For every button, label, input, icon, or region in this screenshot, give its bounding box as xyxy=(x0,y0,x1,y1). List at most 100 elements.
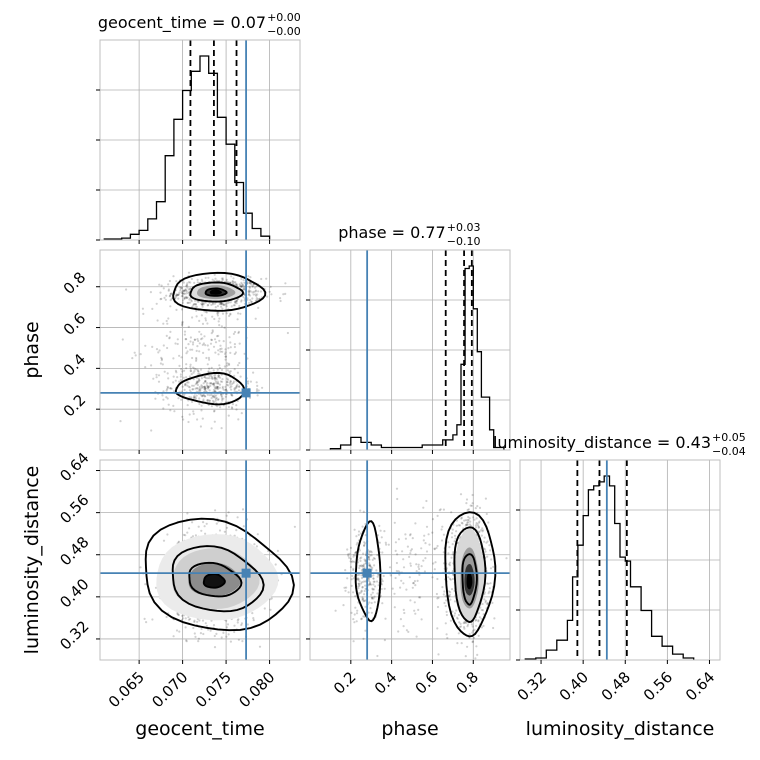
sample-point xyxy=(247,290,250,293)
sample-point xyxy=(169,292,172,295)
sample-point xyxy=(211,315,214,318)
sample-point xyxy=(226,377,229,380)
sample-point xyxy=(185,367,188,370)
sample-point xyxy=(483,540,486,543)
sample-point xyxy=(250,300,253,304)
sample-point xyxy=(144,344,147,347)
sample-point xyxy=(168,336,171,339)
sample-point xyxy=(475,526,478,529)
sample-point xyxy=(465,523,468,526)
sample-point xyxy=(261,386,264,389)
sample-point xyxy=(431,518,435,521)
sample-point xyxy=(185,285,188,288)
sample-point xyxy=(422,506,425,509)
sample-point xyxy=(355,543,358,546)
sample-point xyxy=(381,580,384,583)
sample-point xyxy=(192,366,195,369)
sample-point xyxy=(191,400,194,403)
sample-point xyxy=(230,394,233,397)
sample-point xyxy=(478,616,481,619)
sample-point xyxy=(478,530,481,533)
pair-geocent_time-phase-frame xyxy=(99,249,301,451)
sample-point xyxy=(247,380,250,383)
sample-point xyxy=(468,633,471,636)
sample-point xyxy=(456,642,459,645)
sample-point xyxy=(360,617,363,620)
sample-point xyxy=(179,287,182,290)
sample-point xyxy=(200,333,203,336)
sample-point xyxy=(230,385,233,388)
sample-point xyxy=(376,654,379,658)
sample-point xyxy=(225,388,228,391)
sample-point xyxy=(357,582,360,585)
sample-point xyxy=(184,295,188,298)
sample-point xyxy=(226,369,229,372)
sample-point xyxy=(191,535,195,538)
sample-point xyxy=(360,576,364,580)
sample-point xyxy=(203,387,206,390)
sample-point xyxy=(451,570,454,573)
sample-point xyxy=(204,310,207,313)
sample-point xyxy=(466,625,469,628)
sample-point xyxy=(227,301,230,304)
sample-point xyxy=(231,403,234,406)
x-tick-label-luminosity_distance: 0.56 xyxy=(640,668,676,704)
sample-point xyxy=(475,618,478,622)
sample-point xyxy=(486,555,489,558)
sample-point xyxy=(466,645,469,648)
sample-point xyxy=(257,290,260,293)
sample-point xyxy=(229,312,232,315)
sample-point xyxy=(208,399,211,402)
sample-point xyxy=(218,302,221,306)
sample-point xyxy=(177,540,180,543)
sample-point xyxy=(221,399,224,402)
sample-point xyxy=(239,285,242,288)
sample-point xyxy=(459,622,462,626)
sample-point xyxy=(183,290,186,293)
sample-point xyxy=(449,598,452,601)
sample-point xyxy=(369,607,372,610)
sample-point xyxy=(217,349,220,352)
sample-point xyxy=(221,307,224,310)
sample-point xyxy=(213,400,216,403)
sample-point xyxy=(475,517,478,520)
sample-point xyxy=(370,601,373,605)
histogram-luminosity_distance xyxy=(524,475,695,661)
sample-point xyxy=(352,554,355,557)
sample-point xyxy=(480,617,483,620)
sample-point xyxy=(380,587,383,591)
sample-point xyxy=(216,314,219,317)
sample-point xyxy=(155,376,158,379)
pair-geocent_time-phase xyxy=(96,249,301,454)
sample-point xyxy=(368,558,371,561)
sample-point xyxy=(238,385,241,388)
sample-point xyxy=(205,384,208,387)
sample-point xyxy=(189,297,192,300)
sample-point xyxy=(466,523,469,526)
sample-point xyxy=(193,367,196,370)
sample-point xyxy=(198,397,201,400)
sample-point xyxy=(226,378,230,381)
sample-point xyxy=(230,406,233,409)
sample-point xyxy=(162,344,165,347)
sample-point xyxy=(206,400,209,403)
sample-point xyxy=(451,528,454,531)
sample-point xyxy=(380,583,383,586)
sample-point xyxy=(197,372,200,376)
sample-point xyxy=(440,539,444,542)
sample-point xyxy=(197,637,200,640)
sample-point xyxy=(235,299,238,302)
sample-point xyxy=(363,615,366,618)
sample-point xyxy=(193,303,196,306)
density-fill-3 xyxy=(209,289,222,295)
sample-point xyxy=(157,380,161,383)
marginal-luminosity_distance: luminosity_distance = 0.43 +0.05−0.04 xyxy=(493,431,746,664)
sample-point xyxy=(159,298,162,301)
sample-point xyxy=(269,598,272,601)
sample-point xyxy=(173,390,176,393)
sample-point xyxy=(172,375,175,378)
sample-point xyxy=(372,577,375,580)
sample-point xyxy=(213,395,216,398)
sample-point xyxy=(224,395,227,398)
sample-point xyxy=(219,344,222,347)
